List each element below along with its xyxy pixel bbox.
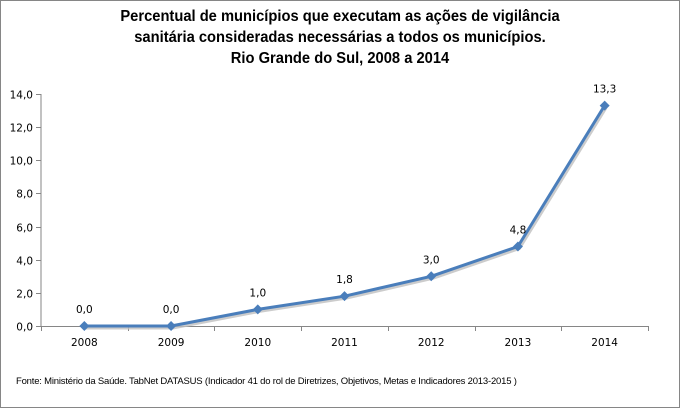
chart-title: Percentual de municípios que executam as…	[27, 6, 653, 69]
data-label: 3,0	[423, 254, 440, 266]
y-tick-label: 14,0	[10, 90, 33, 102]
x-tick-label: 2011	[331, 337, 358, 349]
chart-title-line-3: Rio Grande do Sul, 2008 a 2014	[230, 50, 450, 67]
data-label: 1,8	[336, 274, 353, 286]
data-label: 4,8	[510, 224, 527, 236]
y-tick-label: 0,0	[16, 322, 33, 334]
x-tick-label: 2008	[71, 337, 98, 349]
data-labels: 0,0 0,0 1,0 1,8 3,0 4,8 13,3	[76, 84, 616, 316]
data-label: 0,0	[76, 304, 93, 316]
x-tick-label: 2013	[505, 337, 532, 349]
chart-title-line-1: Percentual de municípios que executam as…	[120, 8, 560, 25]
y-axis: 0,0 2,0 4,0 6,0 8,0 10,0 12,0 14,0	[10, 90, 42, 334]
x-tick-label: 2010	[244, 337, 271, 349]
chart-title-line-2: sanitária consideradas necessárias a tod…	[134, 29, 546, 46]
data-point-marker	[599, 100, 610, 111]
x-tick-label: 2012	[418, 337, 445, 349]
x-tick-label: 2009	[158, 337, 185, 349]
y-tick-label: 6,0	[16, 223, 33, 235]
data-point-marker	[426, 271, 437, 282]
y-tick-label: 2,0	[16, 289, 33, 301]
y-tick-label: 4,0	[16, 256, 33, 268]
data-point-marker	[166, 321, 177, 331]
x-axis: 2008 2009 2010 2011 2012 2013 2014	[41, 326, 649, 349]
data-point-marker	[339, 291, 350, 302]
data-label: 13,3	[593, 84, 616, 96]
y-tick-label: 12,0	[10, 123, 33, 135]
x-tick-label: 2014	[591, 337, 618, 349]
data-label: 1,0	[249, 287, 266, 299]
series-percentual	[79, 100, 610, 331]
data-label: 0,0	[163, 304, 180, 316]
source-note: Fonte: Ministério da Saúde. TabNet DATAS…	[16, 376, 517, 387]
y-tick-label: 8,0	[16, 189, 33, 201]
data-point-marker	[79, 321, 90, 331]
data-point-marker	[512, 241, 523, 252]
data-point-marker	[252, 304, 263, 315]
y-tick-label: 10,0	[10, 156, 33, 168]
